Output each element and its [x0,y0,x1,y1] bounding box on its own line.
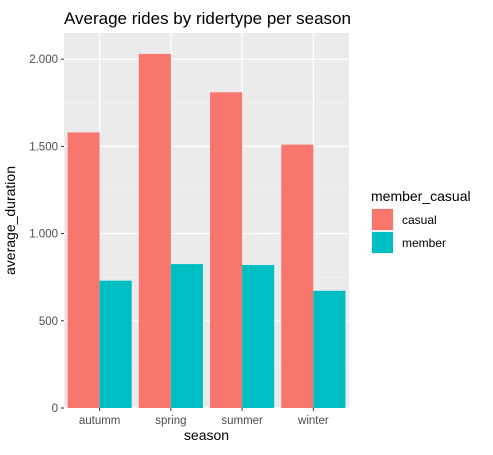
bar-casual-autumm [67,132,100,408]
chart-title: Average rides by ridertype per season [64,9,351,28]
y-tick-label: 500 [39,316,58,328]
legend-label-member: member [402,236,446,250]
y-tick-label: 1.500 [29,141,58,153]
x-tick-label: autumm [79,415,121,427]
y-axis: 0 500 1.000 1.500 2.000 [29,54,64,415]
y-tick-label: 1.000 [29,229,58,241]
x-tick-label: winter [297,415,329,427]
bar-member-spring [170,264,203,408]
legend-swatch-member [372,232,393,253]
y-tick-label: 2.000 [29,54,58,66]
bar-member-summer [242,264,275,408]
legend-label-casual: casual [402,213,437,227]
bar-member-winter [313,290,346,408]
y-axis-title: average_duration [2,166,18,275]
y-tick-label: 0 [52,403,58,415]
bar-casual-spring [138,53,171,408]
bar-casual-summer [210,92,243,409]
x-tick-label: summer [221,415,263,427]
bar-member-autumm [99,280,132,408]
legend: member_casual casual member [371,188,471,254]
x-axis: autumm spring summer winter [79,408,329,427]
x-axis-title: season [184,427,229,443]
legend-title: member_casual [371,188,471,204]
bars [67,53,346,409]
legend-swatch-casual [372,209,393,230]
x-tick-label: spring [155,415,186,427]
bar-casual-winter [281,144,314,408]
